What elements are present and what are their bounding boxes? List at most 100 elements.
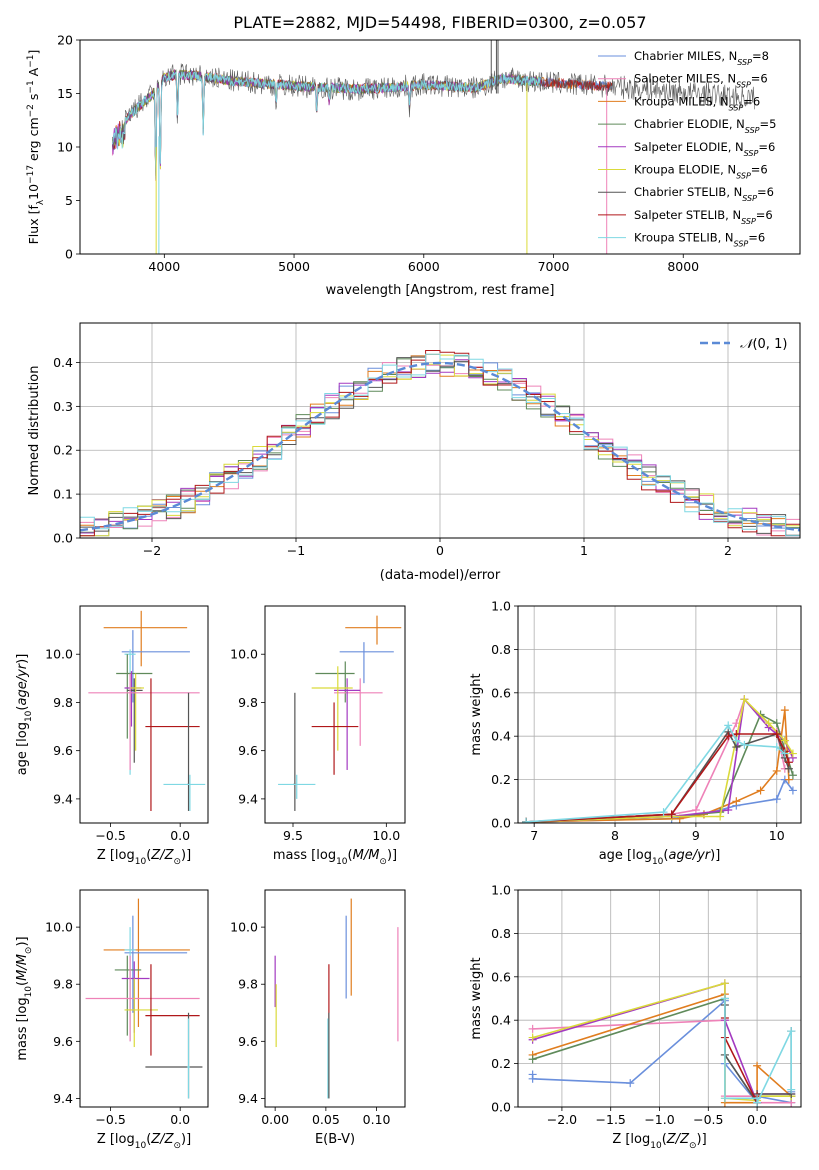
massweight-vs-Z-xtick-label: −0.5 bbox=[693, 1112, 723, 1127]
residual-hist-legend: 𝒩(0, 1) bbox=[700, 337, 787, 352]
massweight-vs-Z-ytick-label: 0.6 bbox=[491, 969, 511, 984]
massweight-vs-age-series-line bbox=[526, 733, 790, 823]
residual-hist-ytick-label: 0.0 bbox=[53, 531, 73, 546]
massweight-vs-Z-marker bbox=[528, 1055, 537, 1064]
massweight-vs-Z-series-line bbox=[531, 998, 793, 1105]
age-vs-mass-point bbox=[315, 661, 355, 703]
massweight-vs-age-series-line bbox=[526, 710, 790, 823]
mass-vs-Z-point bbox=[85, 955, 200, 1042]
age-vs-Z-xtick-label: −0.5 bbox=[95, 828, 125, 843]
massweight-vs-Z-marker bbox=[753, 1098, 762, 1107]
spectrum-legend: Chabrier MILES, NSSP=8 Salpeter MILES, NS… bbox=[598, 49, 776, 248]
massweight-vs-Z-marker bbox=[528, 1024, 537, 1033]
massweight-vs-Z-xtick-label: 0.0 bbox=[747, 1112, 767, 1127]
age-vs-Z-point bbox=[116, 654, 153, 739]
mass-vs-Z-point bbox=[121, 961, 150, 1033]
spectrum-legend-label: Kroupa MILES, NSSP=6 bbox=[634, 94, 760, 112]
mass-vs-EBV-ytick-label: 9.6 bbox=[238, 1034, 258, 1049]
residual-hist-axes: −2 −1 0 1 2 0.0 0.1 0.2 0.3 0.4 bbox=[53, 323, 800, 558]
massweight-vs-age-marker bbox=[691, 805, 700, 814]
massweight-vs-age-marker bbox=[667, 810, 676, 819]
residual-hist-step bbox=[80, 353, 800, 538]
massweight-vs-Z-marker bbox=[528, 1074, 537, 1083]
massweight-vs-age-xlabel: age [log10(age/yr)] bbox=[599, 848, 721, 867]
residual-hist-ylabel: Normed distribution bbox=[27, 366, 42, 496]
age-vs-Z-point bbox=[145, 678, 200, 811]
residual-hist-frame bbox=[79, 322, 801, 539]
massweight-vs-Z-xtick-label: −1.0 bbox=[644, 1112, 674, 1127]
residual-hist-legend-label: 𝒩(0, 1) bbox=[740, 337, 787, 352]
mass-vs-EBV-xtick-label: 0.00 bbox=[261, 1112, 289, 1127]
massweight-vs-age-marker bbox=[756, 786, 765, 795]
mass-vs-EBV-axes: 0.00 0.05 0.10 9.4 9.6 9.8 10.0 bbox=[230, 920, 390, 1127]
mass-vs-Z-frame bbox=[79, 889, 209, 1108]
mass-vs-Z-errorbars bbox=[85, 898, 203, 1099]
spectrum-xtick-label: 4000 bbox=[148, 259, 180, 274]
mass-vs-Z-ytick-label: 9.8 bbox=[53, 977, 73, 992]
massweight-vs-age-xtick-label: 10 bbox=[769, 828, 785, 843]
age-vs-Z-point bbox=[130, 673, 144, 751]
age-vs-Z-ytick-label: 9.4 bbox=[53, 791, 73, 806]
residual-hist-bars bbox=[80, 350, 800, 538]
age-vs-mass-point bbox=[334, 678, 383, 746]
mass-vs-Z-point bbox=[114, 955, 142, 1036]
residual-hist-xtick-label: 1 bbox=[580, 543, 588, 558]
age-vs-Z-frame bbox=[79, 605, 209, 824]
massweight-vs-age-marker bbox=[716, 812, 725, 821]
residual-hist-ytick-label: 0.1 bbox=[53, 487, 73, 502]
age-vs-mass-ytick-label: 10.0 bbox=[230, 647, 258, 662]
massweight-vs-age-marker bbox=[740, 740, 749, 749]
residual-hist-xlabel: (data-model)/error bbox=[380, 568, 501, 583]
mass-vs-Z-point bbox=[187, 1018, 190, 1099]
massweight-vs-age-marker bbox=[772, 795, 781, 804]
age-vs-Z-xtick-label: 0.0 bbox=[170, 828, 190, 843]
residual-hist-ytick-label: 0.3 bbox=[53, 399, 73, 414]
massweight-vs-age-series-line bbox=[526, 723, 786, 823]
massweight-vs-age-frame bbox=[517, 605, 802, 824]
massweight-vs-age-ytick-label: 0.4 bbox=[491, 729, 511, 744]
spectrum-legend-label: Salpeter ELODIE, NSSP=6 bbox=[634, 140, 775, 158]
age-vs-mass-point bbox=[345, 615, 402, 645]
massweight-vs-Z-marker bbox=[720, 1094, 729, 1103]
massweight-vs-age-xtick-label: 9 bbox=[692, 828, 700, 843]
residual-hist-ytick-label: 0.2 bbox=[53, 443, 73, 458]
age-vs-Z-point bbox=[103, 610, 188, 667]
age-vs-mass-axes: 9.5 10.0 9.4 9.6 9.8 10.0 bbox=[230, 647, 400, 843]
mass-vs-Z-ylabel: mass [log10(M/M⊙)] bbox=[15, 936, 34, 1060]
massweight-vs-age-marker bbox=[724, 805, 733, 814]
spectrum-series-line bbox=[111, 71, 541, 178]
age-vs-Z-ytick-label: 10.0 bbox=[45, 647, 73, 662]
spectrum-ytick-label: 15 bbox=[57, 86, 73, 101]
mass-vs-Z-point bbox=[103, 898, 190, 1028]
spectrum-frame bbox=[79, 39, 801, 255]
mass-vs-EBV-xlabel: E(B-V) bbox=[315, 1132, 355, 1147]
age-vs-mass-xtick-label: 9.5 bbox=[283, 828, 303, 843]
massweight-vs-age-xtick-label: 8 bbox=[611, 828, 619, 843]
massweight-vs-Z-marker bbox=[528, 1033, 537, 1042]
mass-vs-Z-xlabel: Z [log10(Z/Z⊙)] bbox=[97, 1132, 191, 1151]
age-vs-mass-ytick-label: 9.6 bbox=[238, 743, 258, 758]
massweight-vs-Z-marker bbox=[787, 1085, 796, 1094]
spectrum-legend-label: Salpeter MILES, NSSP=6 bbox=[634, 72, 768, 90]
spectrum-xlabel: wavelength [Angstrom, rest frame] bbox=[326, 283, 555, 298]
residual-hist-xtick-label: 0 bbox=[436, 543, 444, 558]
massweight-vs-age-ytick-label: 0.6 bbox=[491, 685, 511, 700]
massweight-vs-age-ylabel: mass weight bbox=[469, 673, 484, 755]
massweight-vs-age-marker bbox=[732, 797, 741, 806]
residual-hist-xtick-label: 2 bbox=[724, 543, 732, 558]
age-vs-Z-point bbox=[88, 673, 200, 770]
massweight-vs-age-marker bbox=[772, 730, 781, 739]
mass-vs-Z-point bbox=[124, 915, 188, 1013]
massweight-vs-Z-ytick-label: 1.0 bbox=[491, 883, 511, 898]
mass-vs-Z-axes: −0.5 0.0 9.4 9.6 9.8 10.0 bbox=[45, 920, 190, 1127]
mass-vs-EBV-xtick-label: 0.10 bbox=[363, 1112, 391, 1127]
age-vs-mass-point bbox=[334, 678, 361, 770]
figure-title: PLATE=2882, MJD=54498, FIBERID=0300, z=0… bbox=[233, 13, 646, 32]
massweight-vs-age-marker bbox=[780, 749, 789, 758]
spectrum-lines bbox=[111, 40, 755, 254]
mass-vs-EBV-ytick-label: 10.0 bbox=[230, 920, 258, 935]
age-vs-mass-xlabel: mass [log10(M/M⊙)] bbox=[273, 848, 397, 867]
massweight-vs-age-marker bbox=[732, 736, 741, 745]
spectrum-ytick-label: 5 bbox=[65, 193, 73, 208]
massweight-vs-age-marker bbox=[772, 743, 781, 752]
